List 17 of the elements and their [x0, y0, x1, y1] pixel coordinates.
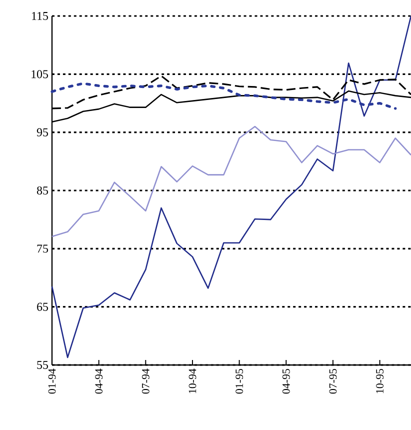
y-tick-label: 95 [36, 128, 48, 136]
y-tick-label: 85 [36, 186, 48, 195]
y-tick-label: 105 [32, 70, 48, 78]
line-series [51, 126, 411, 238]
y-tick-label: 75 [37, 244, 48, 253]
y-tick-label: 115 [32, 12, 48, 20]
x-tick-label: 04-94 [95, 368, 103, 394]
x-tick-label: 01-94 [48, 368, 56, 394]
x-tick-label: 01-95 [236, 368, 244, 394]
x-tick-label: 04-95 [282, 368, 290, 394]
line-series [51, 15, 411, 358]
x-tick-label: 10-94 [188, 368, 196, 394]
x-tick-label: 07-95 [329, 368, 337, 394]
y-tick-label: 55 [37, 361, 48, 369]
x-tick-label: 10-95 [376, 368, 384, 394]
y-tick-label: 65 [37, 302, 48, 311]
x-tick-label: 07-94 [142, 368, 150, 394]
